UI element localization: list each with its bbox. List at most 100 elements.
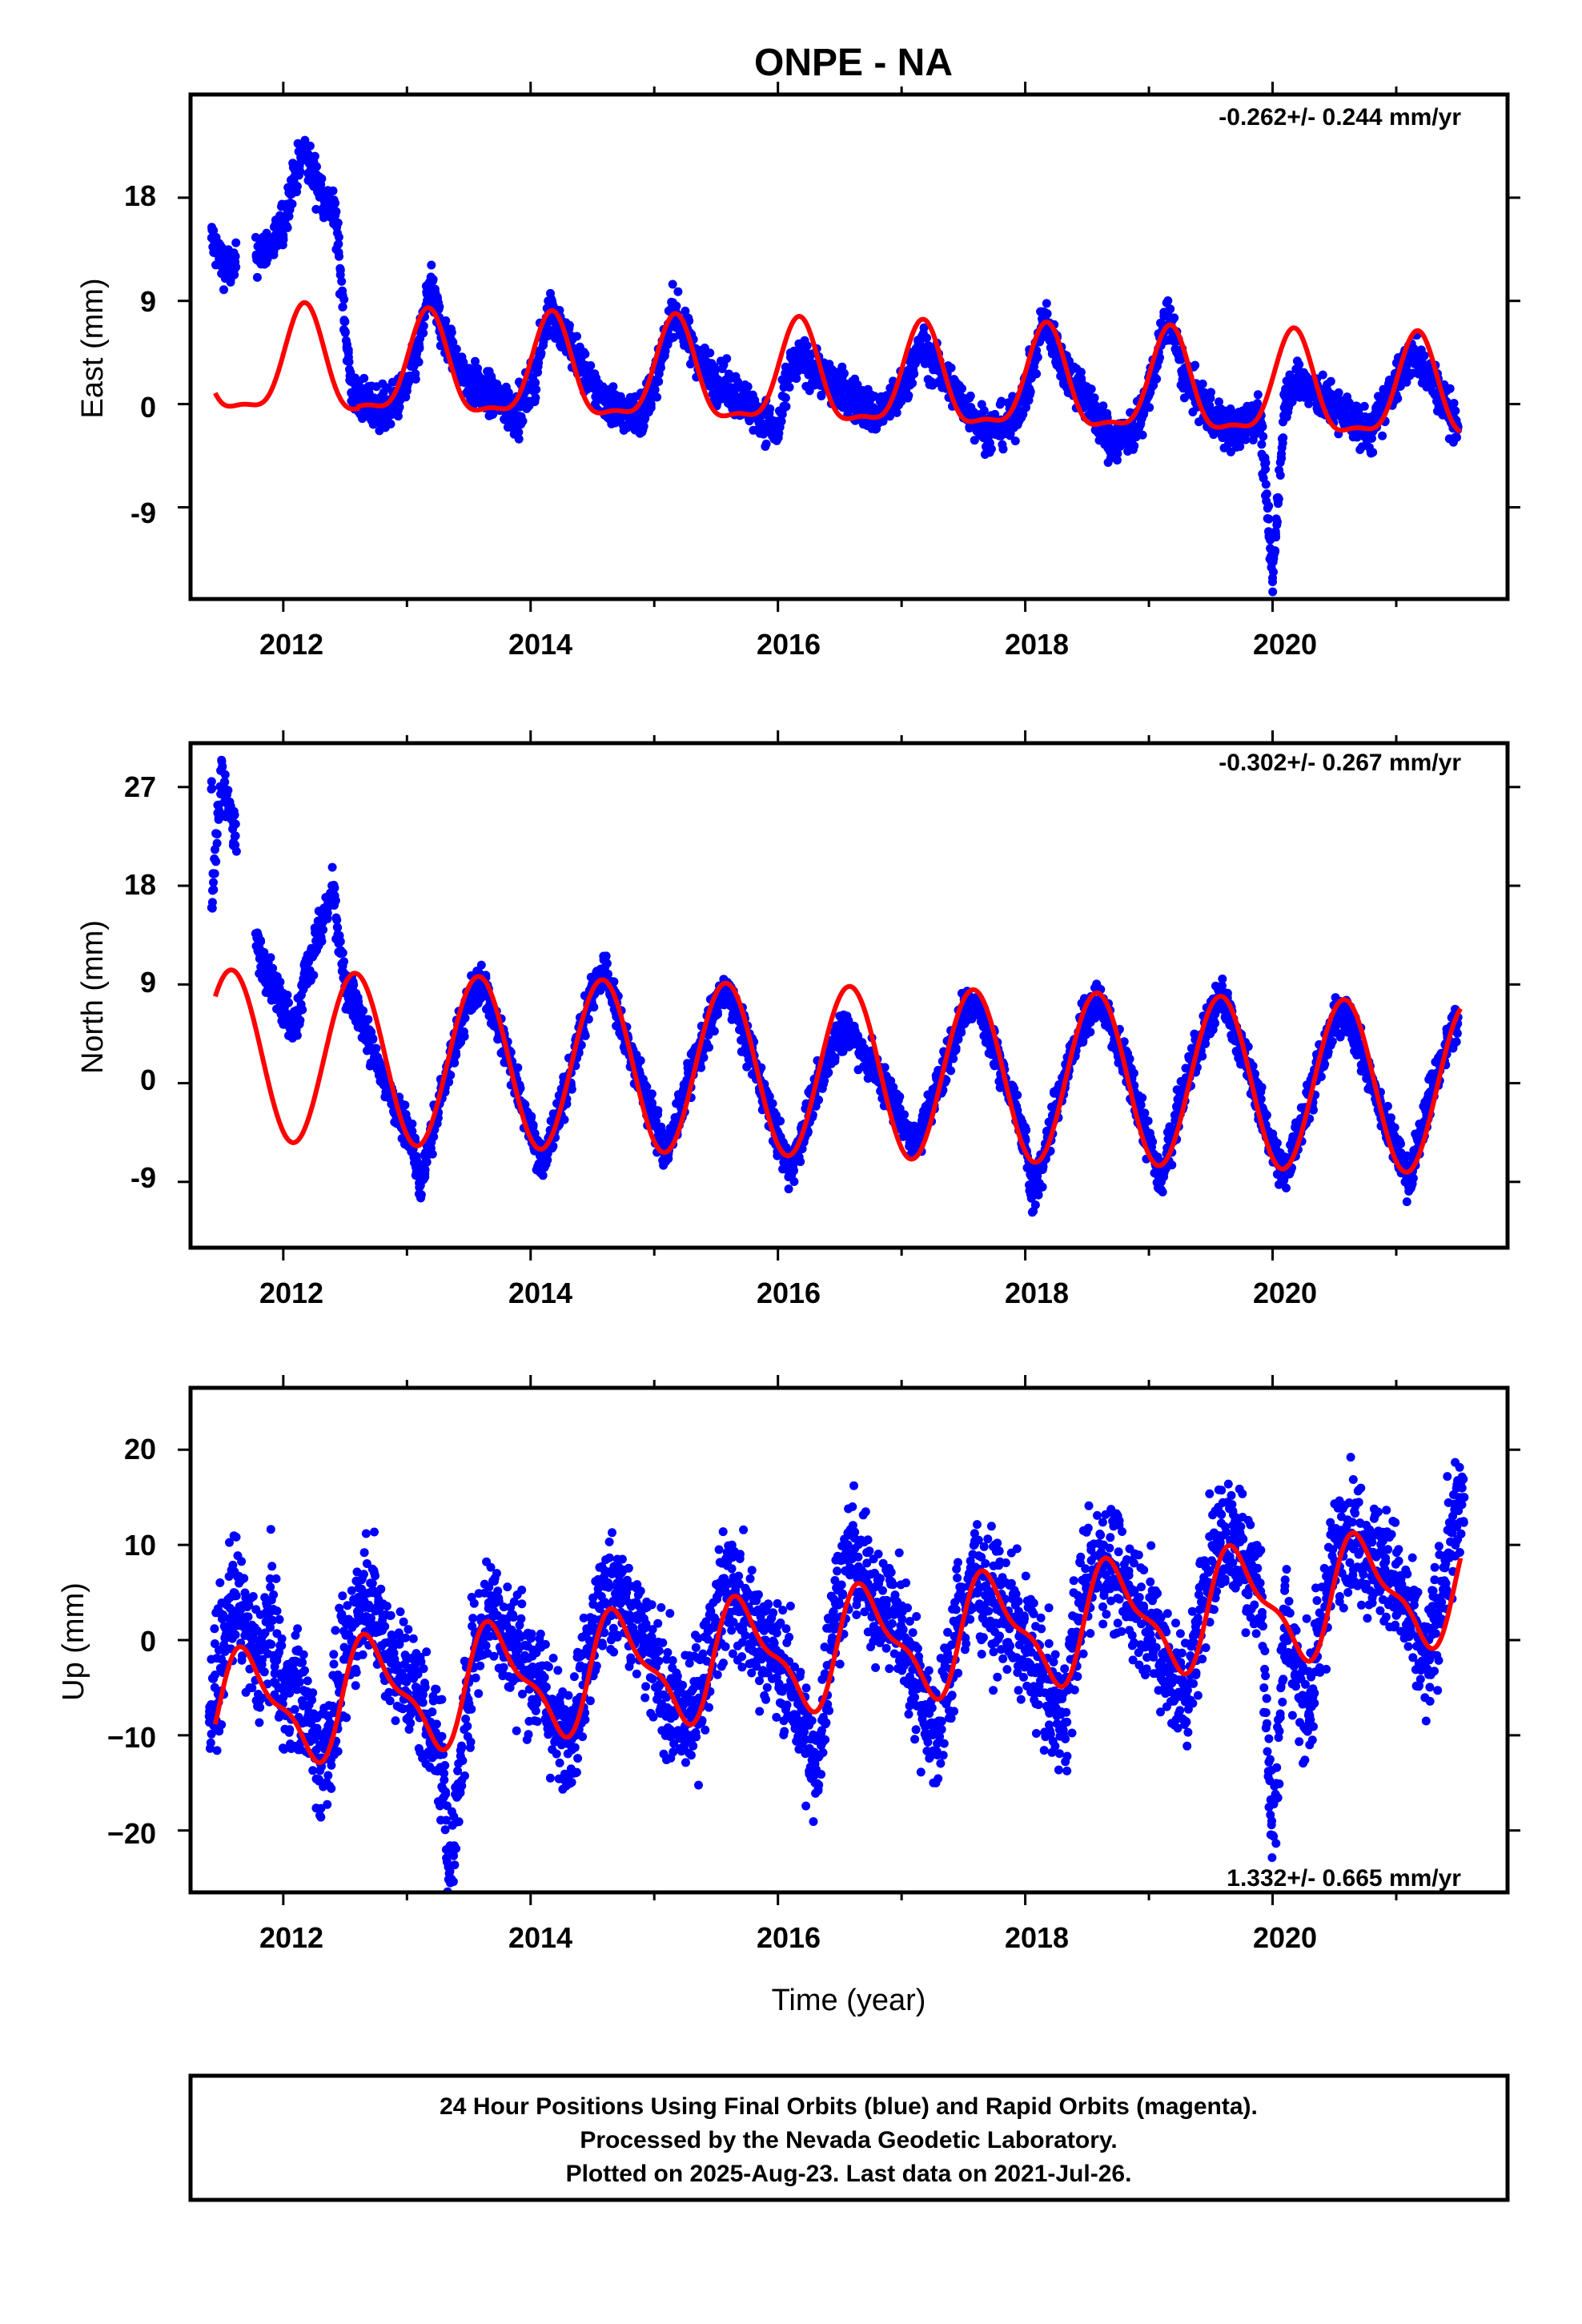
data-point: [231, 819, 240, 829]
data-point: [215, 806, 224, 816]
data-point: [309, 971, 319, 980]
east-ytick-label: 9: [140, 285, 156, 318]
up-ytick-label: −20: [107, 1817, 156, 1850]
up-x-ticks: 2012 2014 2016 2018 2020: [259, 1921, 1317, 1954]
data-point: [305, 141, 315, 151]
data-point: [332, 923, 342, 932]
data-point: [789, 1177, 799, 1186]
data-point: [656, 360, 665, 368]
data-point: [266, 953, 275, 963]
data-point: [761, 439, 771, 448]
east-plot-area: [178, 82, 1520, 612]
data-point: [212, 838, 222, 848]
data-point: [473, 364, 483, 373]
data-point: [1145, 403, 1154, 412]
data-point: [1086, 384, 1095, 393]
data-point: [548, 1141, 558, 1151]
data-point: [422, 1157, 432, 1167]
north-xtick-label: 2020: [1253, 1277, 1317, 1309]
data-point: [319, 193, 329, 203]
data-point: [1090, 393, 1099, 403]
data-point: [909, 369, 918, 379]
data-point: [450, 1058, 460, 1068]
data-point: [334, 239, 343, 249]
data-point: [1113, 449, 1122, 458]
data-point: [1018, 410, 1028, 419]
data-point: [1449, 399, 1459, 408]
data-point: [295, 167, 305, 176]
data-point: [331, 199, 340, 208]
data-point: [1258, 422, 1267, 432]
data-point: [338, 302, 347, 312]
data-point: [1170, 313, 1179, 323]
data-point: [784, 1184, 793, 1194]
data-point: [572, 332, 581, 341]
data-point: [897, 388, 906, 397]
data-point: [217, 256, 227, 266]
data-point: [1008, 416, 1018, 426]
data-point: [796, 1157, 805, 1167]
data-point: [584, 1015, 593, 1024]
data-point: [1378, 431, 1387, 440]
data-point: [1082, 393, 1092, 403]
data-point: [339, 295, 349, 304]
data-point: [287, 199, 297, 209]
data-point: [279, 231, 288, 240]
data-point: [639, 421, 648, 431]
data-point: [1253, 399, 1263, 408]
data-point: [212, 830, 222, 838]
data-point: [705, 348, 715, 358]
north-scatter: [207, 755, 1463, 1217]
data-point: [653, 1106, 663, 1116]
data-point: [414, 357, 424, 367]
data-point: [268, 963, 278, 973]
east-frame: [188, 92, 1510, 601]
data-point: [435, 302, 444, 312]
east-ytick-label: 18: [124, 179, 156, 212]
data-point: [1257, 440, 1267, 449]
chart-title: ONPE - NA: [754, 42, 953, 84]
data-point: [1334, 388, 1343, 397]
data-point: [1026, 387, 1035, 396]
up-xtick-label: 2014: [508, 1921, 572, 1954]
data-point: [532, 365, 541, 375]
data-point: [335, 251, 343, 261]
data-point: [400, 1100, 410, 1110]
data-point: [1451, 406, 1460, 416]
east-y-ticks: -9 0 9 18: [124, 179, 156, 529]
data-point: [452, 344, 461, 354]
data-point: [919, 323, 929, 332]
data-point: [532, 384, 541, 394]
data-point: [269, 239, 278, 248]
footer-line-2: Processed by the Nevada Geodetic Laborat…: [580, 2127, 1117, 2153]
data-point: [709, 1027, 719, 1036]
data-point: [1393, 394, 1403, 404]
data-point: [1326, 376, 1335, 386]
data-point: [460, 1013, 470, 1023]
east-ytick-label: 0: [140, 391, 156, 424]
data-point: [768, 1099, 777, 1108]
data-point: [668, 302, 677, 312]
data-point: [227, 264, 236, 274]
east-ylabel: East (mm): [76, 278, 110, 418]
data-point: [1271, 533, 1281, 542]
data-point: [997, 396, 1006, 406]
data-point: [464, 376, 473, 386]
east-model-curve: [213, 300, 1462, 434]
data-point: [588, 382, 597, 392]
data-point: [514, 434, 524, 444]
data-point: [231, 831, 240, 841]
data-point: [1304, 399, 1314, 408]
data-point: [681, 306, 690, 316]
data-point: [781, 402, 791, 412]
data-point: [817, 392, 826, 400]
data-point: [335, 937, 345, 947]
data-point: [1152, 374, 1162, 384]
data-point: [1033, 352, 1042, 362]
data-point: [853, 380, 862, 389]
footer-line-3: Plotted on 2025-Aug-23. Last data on 202…: [566, 2161, 1132, 2187]
data-point: [411, 369, 420, 379]
data-point: [966, 391, 975, 400]
data-point: [781, 393, 790, 403]
data-point: [1155, 352, 1164, 362]
